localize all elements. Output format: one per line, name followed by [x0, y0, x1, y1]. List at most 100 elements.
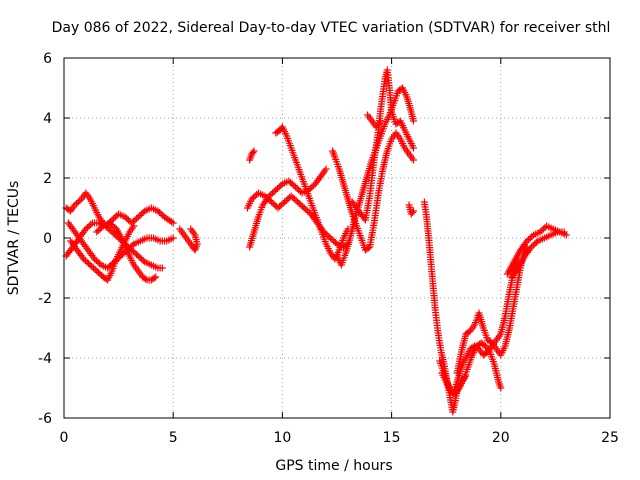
data-point	[281, 198, 289, 206]
data-point	[123, 215, 131, 222]
y-tick-label: 4	[43, 111, 52, 127]
data-point	[71, 201, 79, 209]
data-point	[532, 239, 540, 246]
data-point	[302, 206, 310, 213]
data-point	[497, 384, 505, 392]
data-point	[169, 219, 177, 227]
y-tick-label: -2	[38, 291, 52, 307]
data-point	[109, 222, 117, 230]
data-point	[277, 182, 285, 189]
data-point	[83, 258, 91, 266]
data-point	[121, 213, 129, 221]
series-track-i	[246, 147, 258, 164]
series-track-e	[93, 219, 160, 284]
chart-title: Day 086 of 2022, Sidereal Day-to-day VTE…	[52, 20, 611, 36]
data-point	[108, 221, 116, 228]
data-point	[560, 228, 568, 236]
x-tick-label: 20	[492, 430, 510, 446]
data-point	[131, 216, 139, 224]
series-track-g	[246, 165, 330, 251]
data-point	[267, 191, 275, 198]
data-point	[94, 269, 102, 276]
grid-lines	[64, 58, 610, 418]
data-point	[409, 144, 417, 152]
data-point	[156, 209, 164, 216]
data-point	[80, 255, 88, 263]
data-point	[409, 156, 417, 164]
data-point	[377, 117, 385, 125]
data-point	[270, 188, 278, 195]
y-tick-label: 0	[43, 231, 52, 247]
data-point	[277, 201, 285, 209]
data-point	[92, 257, 100, 264]
x-tick-label: 10	[273, 430, 291, 446]
data-point	[108, 228, 116, 236]
data-point	[409, 207, 417, 215]
data-point	[304, 207, 312, 215]
data-point	[154, 207, 162, 215]
data-point	[94, 227, 102, 234]
data-point	[263, 194, 271, 201]
series-track-s	[438, 339, 505, 398]
data-point	[290, 195, 298, 203]
data-point	[539, 225, 547, 233]
data-point	[261, 192, 269, 200]
data-point	[300, 204, 308, 212]
y-axis-label: SDTVAR / TECUs	[6, 181, 22, 296]
data-point	[282, 197, 290, 204]
y-tick-label: -6	[38, 411, 52, 427]
data-point	[330, 237, 338, 245]
data-point	[130, 222, 138, 230]
data-point	[290, 182, 298, 189]
data-point	[531, 240, 539, 248]
data-point	[142, 275, 150, 283]
data-point	[157, 210, 165, 218]
data-point	[128, 242, 136, 249]
series-track-k	[329, 129, 417, 254]
data-point	[250, 147, 258, 155]
data-point	[89, 264, 97, 272]
data-point	[152, 273, 160, 281]
data-point	[269, 189, 277, 197]
data-point	[82, 225, 90, 233]
data-point	[134, 213, 142, 221]
data-point	[93, 228, 101, 236]
data-point	[273, 185, 281, 192]
x-tick-label: 0	[60, 430, 69, 446]
plot-frame	[63, 57, 611, 419]
data-point	[299, 203, 307, 210]
data-point	[525, 236, 533, 243]
data-point	[96, 270, 104, 278]
data-point	[526, 234, 534, 242]
data-point	[85, 260, 93, 267]
data-point	[139, 209, 147, 216]
data-point	[86, 261, 94, 269]
data-point	[409, 117, 417, 125]
y-tick-label: -4	[38, 351, 52, 367]
data-point	[93, 267, 101, 275]
data-point	[292, 183, 300, 191]
data-point	[264, 195, 272, 203]
data-point	[138, 255, 146, 263]
data-point	[279, 200, 287, 207]
x-tick-label: 5	[169, 430, 178, 446]
data-point	[251, 192, 259, 200]
series-track-f	[176, 225, 201, 254]
data-point	[284, 195, 292, 203]
data-point	[285, 177, 293, 185]
data-point	[528, 233, 536, 240]
data-point	[76, 197, 84, 204]
data-point	[95, 260, 103, 267]
data-point	[106, 219, 114, 227]
data-point	[536, 228, 544, 236]
data-point	[267, 198, 275, 206]
data-point	[88, 263, 96, 270]
x-axis-label: GPS time / hours	[275, 458, 392, 474]
data-point	[74, 198, 82, 206]
data-point	[131, 249, 139, 257]
data-point	[91, 255, 99, 263]
data-point	[287, 192, 295, 200]
data-point	[73, 200, 81, 207]
data-point	[266, 197, 274, 204]
data-point	[138, 210, 146, 218]
